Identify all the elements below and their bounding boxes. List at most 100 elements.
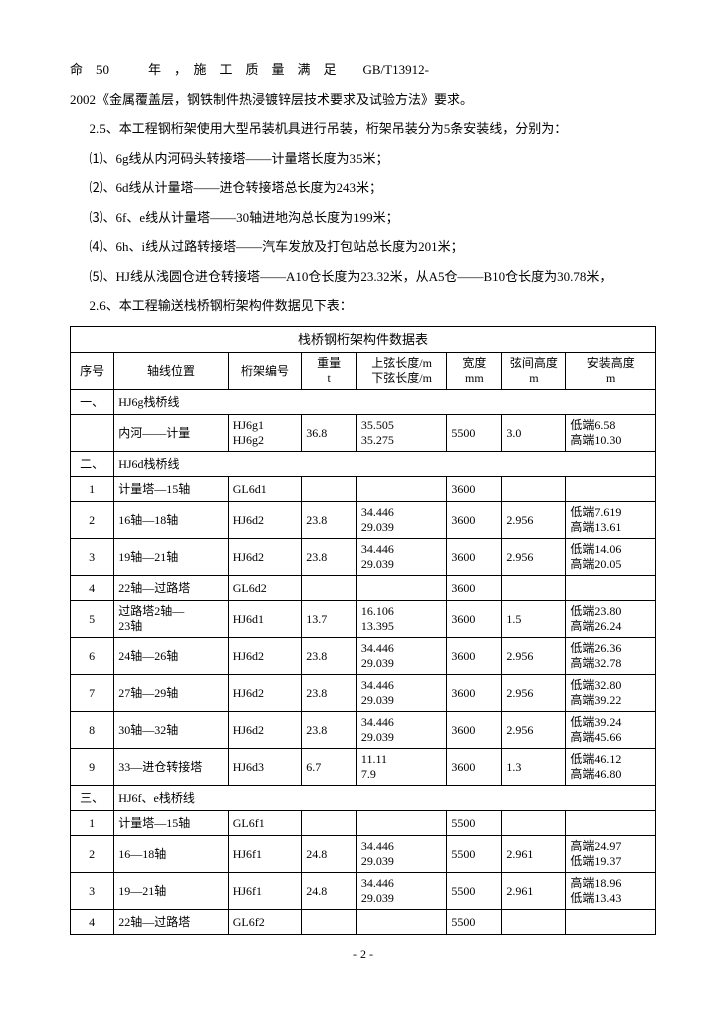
cell: 1 [71, 477, 114, 502]
cell: 34.44629.039 [356, 836, 446, 873]
cell: HJ6f1 [228, 873, 302, 910]
table-row: 2 16—18轴 HJ6f1 24.8 34.44629.039 5500 2.… [71, 836, 656, 873]
text: 34.446 [361, 839, 394, 853]
cell: 11.117.9 [356, 749, 446, 786]
text: m [606, 371, 615, 385]
cell [566, 477, 656, 502]
cell [356, 910, 446, 935]
text: 34.446 [361, 542, 394, 556]
text: 35.275 [361, 433, 394, 447]
cell [502, 576, 566, 601]
cell [356, 477, 446, 502]
cell: 36.8 [302, 415, 357, 452]
cell: 低端14.06高端20.05 [566, 539, 656, 576]
text: 29.039 [361, 891, 394, 905]
cell: 5500 [447, 415, 502, 452]
text: 23轴 [118, 619, 142, 633]
text: 高端10.30 [570, 433, 621, 447]
cell: 22轴—过路塔 [114, 910, 229, 935]
cell: 5500 [447, 836, 502, 873]
cell: HJ6d2 [228, 712, 302, 749]
cell: 3600 [447, 576, 502, 601]
text: 高端45.66 [570, 730, 621, 744]
table-row: 内河——计量 HJ6g1HJ6g2 36.8 35.50535.275 5500… [71, 415, 656, 452]
cell [566, 811, 656, 836]
text: 高端32.78 [570, 656, 621, 670]
cell: 34.44629.039 [356, 539, 446, 576]
text: 重量 [317, 356, 341, 370]
cell: 3600 [447, 675, 502, 712]
col-seq: 序号 [71, 353, 114, 390]
text: 低端26.36 [570, 641, 621, 655]
text: 上弦长度/m [371, 356, 432, 370]
text: 低端39.24 [570, 715, 621, 729]
section-num: 一、 [71, 390, 114, 415]
data-table: 栈桥钢桁架构件数据表 序号 轴线位置 桁架编号 重量t 上弦长度/m下弦长度/m… [70, 326, 656, 936]
cell: 5500 [447, 873, 502, 910]
cell: 34.44629.039 [356, 502, 446, 539]
list-item: ⑷、6h、i线从过路转接塔——汽车发放及打包站总长度为201米； [70, 237, 656, 257]
cell: 27轴—29轴 [114, 675, 229, 712]
text: 高端20.05 [570, 557, 621, 571]
cell: 23.8 [302, 502, 357, 539]
text: m [529, 371, 538, 385]
page-number: - 2 - [70, 945, 656, 963]
cell: 3600 [447, 601, 502, 638]
table-row: 4 22轴—过路塔 GL6d2 3600 [71, 576, 656, 601]
text: HJ6g1 [233, 418, 264, 432]
cell: 6 [71, 638, 114, 675]
cell: 8 [71, 712, 114, 749]
cell [302, 477, 357, 502]
text: 命 50 年 ， 施 工 质 量 满 足 GB/T13912- [70, 62, 429, 77]
section-row: 三、 HJ6f、e栈桥线 [71, 786, 656, 811]
cell: 3600 [447, 477, 502, 502]
cell: 16—18轴 [114, 836, 229, 873]
cell: 2 [71, 502, 114, 539]
cell: 9 [71, 749, 114, 786]
text: 29.039 [361, 693, 394, 707]
cell: 2.961 [502, 836, 566, 873]
cell: 34.44629.039 [356, 712, 446, 749]
text: 2.5、本工程钢桁架使用大型吊装机具进行吊装，桁架吊装分为5条安装线，分别为： [90, 121, 568, 136]
table-row: 6 24轴—26轴 HJ6d2 23.8 34.44629.039 3600 2… [71, 638, 656, 675]
cell: 3 [71, 539, 114, 576]
text: mm [465, 371, 484, 385]
text: 下弦长度/m [371, 371, 432, 385]
text: 7.9 [361, 767, 376, 781]
cell: 24.8 [302, 836, 357, 873]
cell: 23.8 [302, 712, 357, 749]
cell: 5 [71, 601, 114, 638]
text: 29.039 [361, 557, 394, 571]
cell: 高端24.97低端19.37 [566, 836, 656, 873]
cell: 24.8 [302, 873, 357, 910]
cell: HJ6d3 [228, 749, 302, 786]
cell: 6.7 [302, 749, 357, 786]
cell: 4 [71, 576, 114, 601]
text: 低端7.619 [570, 505, 621, 519]
cell: HJ6g1HJ6g2 [228, 415, 302, 452]
cell [302, 910, 357, 935]
text: 34.446 [361, 505, 394, 519]
cell: 低端46.12高端46.80 [566, 749, 656, 786]
cell: 2.961 [502, 873, 566, 910]
cell: 2.956 [502, 712, 566, 749]
table-row: 7 27轴—29轴 HJ6d2 23.8 34.44629.039 3600 2… [71, 675, 656, 712]
cell: 23.8 [302, 638, 357, 675]
section-row: 二、 HJ6d栈桥线 [71, 452, 656, 477]
text: 低端14.06 [570, 542, 621, 556]
table-title-row: 栈桥钢桁架构件数据表 [71, 326, 656, 353]
text: 低端6.58 [570, 418, 615, 432]
text: 35.505 [361, 418, 394, 432]
cell: HJ6d2 [228, 638, 302, 675]
table-row: 2 16轴—18轴 HJ6d2 23.8 34.44629.039 3600 2… [71, 502, 656, 539]
cell: HJ6f1 [228, 836, 302, 873]
text: 高端26.24 [570, 619, 621, 633]
list-item: ⑶、6f、e线从计量塔——30轴进地沟总长度为199米； [70, 208, 656, 228]
text: 34.446 [361, 678, 394, 692]
cell: 低端23.80高端26.24 [566, 601, 656, 638]
cell: 16.10613.395 [356, 601, 446, 638]
text: 29.039 [361, 656, 394, 670]
paragraph-line: 2.5、本工程钢桁架使用大型吊装机具进行吊装，桁架吊装分为5条安装线，分别为： [70, 119, 656, 139]
section-num: 三、 [71, 786, 114, 811]
cell: 3600 [447, 638, 502, 675]
